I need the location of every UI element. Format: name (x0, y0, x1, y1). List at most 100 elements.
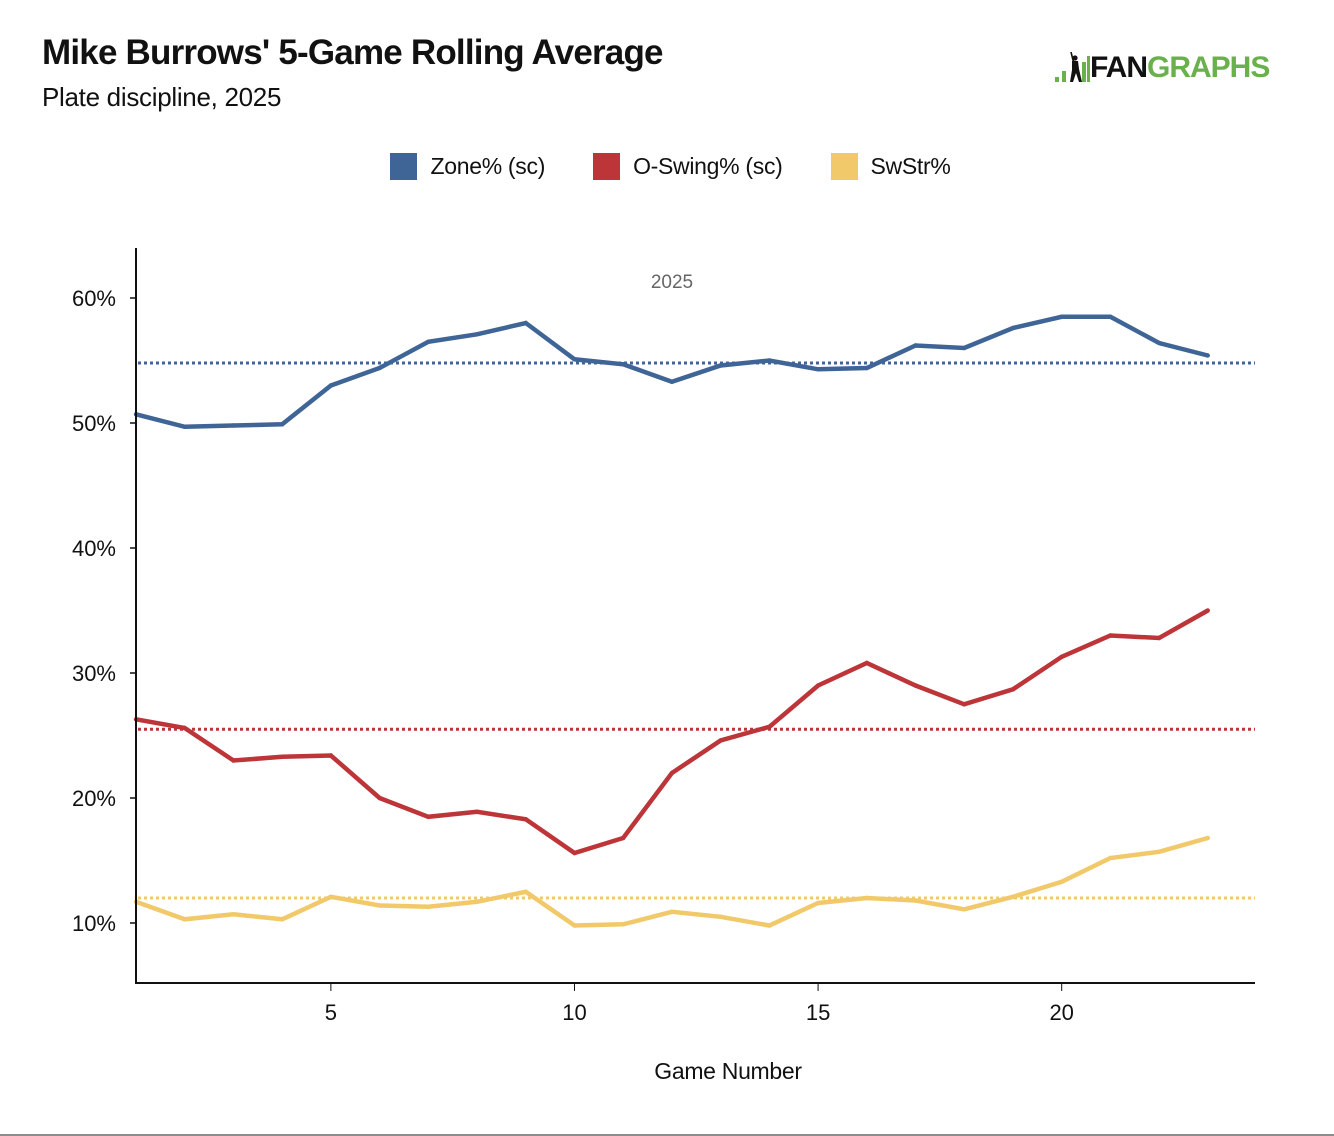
legend-label-oswing: O-Swing% (sc) (633, 153, 783, 179)
data-point[interactable] (1059, 879, 1064, 884)
series-line-zone-sc (135, 314, 1209, 430)
x-ticks: 5 10 15 20 (325, 983, 1074, 1025)
x-axis-label: Game Number (654, 1058, 802, 1084)
data-point[interactable] (426, 814, 431, 819)
data-point[interactable] (815, 683, 821, 688)
data-point[interactable] (669, 909, 675, 914)
x-tick-label: 5 (325, 1000, 337, 1025)
legend-item-swstr[interactable]: SwStr% (830, 153, 951, 180)
data-point[interactable] (962, 702, 967, 707)
data-point[interactable] (1205, 835, 1211, 841)
data-point[interactable] (815, 900, 821, 906)
y-tick-label: 40% (72, 536, 116, 561)
data-point[interactable] (377, 795, 382, 801)
data-point[interactable] (962, 345, 967, 351)
data-point[interactable] (328, 894, 334, 899)
data-point[interactable] (621, 835, 626, 841)
legend-label-swstr: SwStr% (870, 153, 951, 179)
data-point[interactable] (718, 363, 723, 368)
data-point[interactable] (523, 320, 528, 326)
x-tick-label: 15 (806, 1000, 830, 1025)
legend-item-zone[interactable]: Zone% (sc) (390, 153, 545, 180)
data-point[interactable] (1059, 314, 1064, 319)
data-point[interactable] (572, 357, 577, 362)
data-point[interactable] (621, 362, 626, 367)
legend-swatch-zone (390, 153, 418, 180)
series-lines (133, 314, 1211, 928)
data-point[interactable] (280, 754, 285, 759)
y-tick-label: 20% (72, 786, 116, 811)
data-point[interactable] (1059, 654, 1064, 659)
data-point[interactable] (669, 770, 675, 776)
chart-legend: Zone% (sc) O-Swing% (sc) SwStr% (0, 153, 1334, 180)
data-point[interactable] (377, 365, 382, 371)
data-point[interactable] (231, 423, 236, 428)
data-point[interactable] (182, 917, 187, 922)
bottom-divider (0, 1134, 1334, 1136)
logo-graphs-text: GRAPHS (1147, 51, 1270, 84)
y-ticks: 10% 20% 30% 40% 50% 60% (72, 286, 136, 936)
data-point[interactable] (767, 358, 772, 363)
data-point[interactable] (1108, 314, 1113, 319)
data-point[interactable] (913, 343, 918, 348)
data-point[interactable] (1010, 894, 1016, 899)
data-point[interactable] (1010, 325, 1016, 331)
data-point[interactable] (767, 923, 772, 928)
data-point[interactable] (864, 895, 869, 901)
data-point[interactable] (474, 899, 480, 904)
year-annotation: 2025 (651, 272, 693, 293)
chart-subtitle: Plate discipline, 2025 (42, 82, 282, 112)
y-tick-label: 50% (72, 411, 116, 436)
data-point[interactable] (815, 367, 821, 372)
data-point[interactable] (1205, 608, 1211, 613)
data-point[interactable] (231, 912, 236, 917)
legend-swatch-swstr (830, 153, 858, 180)
data-point[interactable] (669, 379, 675, 384)
data-point[interactable] (280, 422, 285, 427)
data-point[interactable] (328, 753, 334, 758)
data-point[interactable] (864, 660, 869, 666)
data-point[interactable] (572, 850, 577, 856)
data-point[interactable] (377, 903, 382, 908)
data-point[interactable] (328, 383, 334, 388)
data-point[interactable] (962, 907, 967, 912)
data-point[interactable] (1156, 849, 1162, 854)
logo-fan-text: FAN (1090, 51, 1148, 84)
data-point[interactable] (426, 904, 431, 909)
data-point[interactable] (231, 758, 236, 763)
data-point[interactable] (426, 339, 431, 344)
x-tick-label: 10 (562, 1000, 586, 1025)
data-point[interactable] (572, 923, 577, 928)
data-point[interactable] (621, 922, 626, 927)
legend-label-zone: Zone% (sc) (430, 153, 546, 179)
data-point[interactable] (913, 683, 918, 688)
data-point[interactable] (1156, 340, 1162, 346)
data-point[interactable] (474, 809, 480, 814)
data-point[interactable] (1108, 855, 1113, 861)
data-point[interactable] (523, 817, 528, 822)
x-tick-label: 20 (1049, 1000, 1073, 1025)
data-point[interactable] (474, 332, 480, 337)
data-point[interactable] (182, 424, 187, 429)
y-tick-label: 60% (72, 286, 116, 311)
axes (135, 248, 1255, 984)
data-point[interactable] (864, 365, 869, 371)
data-point[interactable] (913, 898, 918, 903)
data-point[interactable] (1156, 635, 1162, 641)
data-point[interactable] (718, 738, 723, 743)
data-point[interactable] (1108, 633, 1113, 638)
data-point[interactable] (1205, 353, 1211, 358)
data-point[interactable] (718, 914, 723, 919)
data-point[interactable] (280, 917, 285, 922)
data-point[interactable] (1010, 687, 1016, 692)
fangraphs-logo: FAN GRAPHS (1054, 50, 1270, 86)
data-point[interactable] (523, 889, 528, 894)
chart-title: Mike Burrows' 5-Game Rolling Average (42, 33, 664, 72)
average-lines (138, 361, 1255, 900)
data-point[interactable] (182, 725, 187, 731)
y-tick-label: 30% (72, 661, 116, 686)
y-tick-label: 10% (72, 911, 116, 936)
data-point[interactable] (767, 724, 772, 729)
legend-item-oswing[interactable]: O-Swing% (sc) (593, 153, 783, 180)
